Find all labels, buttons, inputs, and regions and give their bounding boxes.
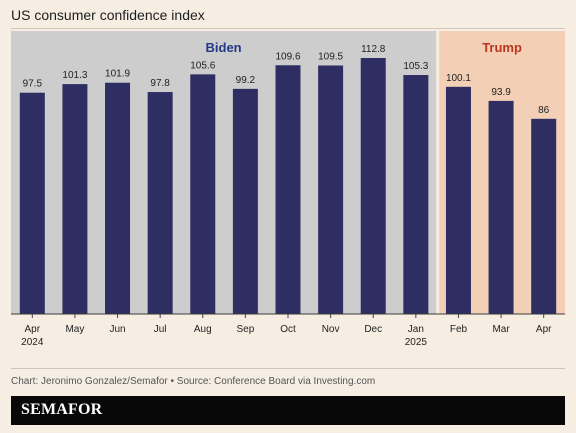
bar [190, 74, 216, 314]
bar [19, 92, 45, 314]
data-label: 101.9 [105, 69, 130, 80]
data-label: 112.8 [361, 44, 386, 55]
data-label: 97.8 [150, 78, 170, 89]
period-label-biden: Biden [206, 40, 242, 55]
x-tick-label: Oct [280, 324, 296, 335]
x-tick-sublabel: 2024 [21, 337, 44, 348]
x-tick-sublabel: 2025 [405, 337, 428, 348]
data-label: 93.9 [491, 87, 511, 98]
x-tick-label: Apr [536, 324, 552, 335]
bar [62, 84, 88, 314]
bar [531, 118, 557, 314]
bar [488, 100, 514, 314]
x-tick-label: Jul [154, 324, 167, 335]
data-label: 105.3 [403, 61, 428, 72]
bar [147, 92, 173, 314]
x-tick-label: Feb [450, 324, 468, 335]
x-tick-label: Apr [25, 324, 41, 335]
x-tick-label: Sep [236, 324, 254, 335]
data-label: 97.5 [23, 79, 43, 90]
data-label: 99.2 [236, 75, 256, 86]
data-label: 101.3 [62, 70, 87, 81]
data-label: 109.5 [318, 51, 343, 62]
x-tick-label: Jun [109, 324, 125, 335]
data-label: 105.6 [190, 60, 215, 71]
top-divider [11, 28, 565, 29]
brand-bar: SEMAFOR [11, 396, 565, 425]
chart-credit: Chart: Jeronimo Gonzalez/Semafor • Sourc… [11, 376, 376, 387]
x-tick-label: Nov [322, 324, 340, 335]
x-tick-label: Mar [492, 324, 510, 335]
data-label: 86 [538, 105, 550, 116]
bar [275, 65, 301, 314]
bar [445, 86, 471, 314]
bottom-divider [11, 368, 565, 369]
x-tick-label: May [65, 324, 84, 335]
bar [232, 88, 258, 314]
bar-chart: Biden Trump 97.5 Apr 2024 101.3 May 101.9 Jun 97.… [11, 31, 565, 348]
data-label: 100.1 [446, 73, 471, 84]
bar [360, 58, 386, 314]
x-tick-label: Dec [364, 324, 382, 335]
bar [403, 75, 429, 315]
bar [105, 82, 131, 315]
bar [318, 65, 344, 314]
chart-title: US consumer confidence index [11, 7, 205, 23]
brand-logo: SEMAFOR [21, 401, 103, 418]
x-tick-label: Aug [194, 324, 212, 335]
x-tick-label: Jan [408, 324, 424, 335]
period-label-trump: Trump [482, 40, 522, 55]
data-label: 109.6 [275, 51, 300, 62]
